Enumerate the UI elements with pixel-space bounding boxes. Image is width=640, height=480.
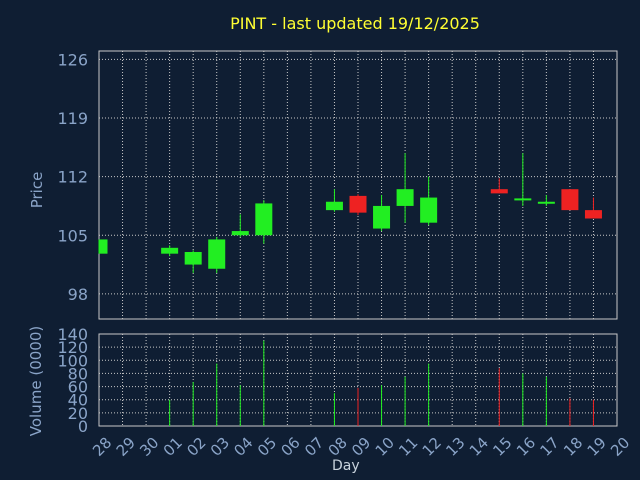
- x-tick-label: 01: [160, 434, 186, 460]
- volume-tick-label: 40: [68, 391, 88, 410]
- x-tick-label: 19: [584, 434, 610, 460]
- candle-body: [561, 189, 579, 211]
- price-tick-label: 105: [57, 226, 88, 245]
- volume-tick-label: 20: [68, 404, 88, 423]
- volume-tick-label: 140: [57, 325, 88, 344]
- candle-body: [490, 189, 508, 194]
- volume-tick-label: 100: [57, 351, 88, 370]
- candle-body: [584, 210, 602, 219]
- price-tick-label: 112: [57, 168, 88, 187]
- x-axis-label: Day: [332, 458, 360, 474]
- x-tick-label: 04: [230, 434, 256, 460]
- price-tick-label: 126: [57, 50, 88, 69]
- candle-body: [184, 252, 202, 265]
- x-tick-label: 17: [537, 434, 563, 460]
- x-tick-label: 13: [442, 434, 468, 460]
- x-tick-label: 20: [607, 434, 633, 460]
- x-tick-label: 18: [560, 434, 586, 460]
- volume-tick-label: 0: [78, 417, 88, 436]
- candle-body: [349, 195, 367, 213]
- volume-tick-label: 120: [57, 338, 88, 357]
- x-tick-label: 09: [348, 434, 374, 460]
- x-tick-label: 15: [489, 434, 515, 460]
- candle-body: [255, 203, 273, 236]
- x-tick-label: 08: [325, 434, 351, 460]
- x-tick-label: 29: [113, 434, 139, 460]
- x-tick-label: 28: [89, 434, 115, 460]
- candle-body: [208, 239, 226, 269]
- x-tick-label: 05: [254, 434, 280, 460]
- x-tick-label: 14: [466, 434, 492, 460]
- candle-body: [373, 205, 391, 229]
- candle-body: [514, 198, 532, 201]
- volume-tick-label: 80: [68, 364, 88, 383]
- x-tick-label: 12: [419, 434, 445, 460]
- x-tick-label: 06: [278, 434, 304, 460]
- x-tick-label: 02: [183, 434, 209, 460]
- candle-body: [420, 197, 438, 223]
- candle-body: [99, 239, 108, 254]
- candle-body: [161, 247, 179, 254]
- candle-body: [537, 201, 555, 204]
- candle-body: [325, 201, 343, 211]
- price-panel-frame: [98, 50, 618, 320]
- volume-tick-label: 60: [68, 378, 88, 397]
- price-tick-label: 98: [68, 285, 88, 304]
- price-tick-label: 119: [57, 109, 88, 128]
- x-tick-label: 10: [372, 434, 398, 460]
- x-tick-label: 03: [207, 434, 233, 460]
- chart-title: PINT - last updated 19/12/2025: [230, 14, 480, 33]
- candle-body: [396, 189, 414, 206]
- x-tick-label: 11: [395, 434, 421, 460]
- x-tick-label: 30: [136, 434, 162, 460]
- candle-body: [231, 231, 249, 236]
- x-tick-label: 07: [301, 434, 327, 460]
- x-tick-label: 16: [513, 434, 539, 460]
